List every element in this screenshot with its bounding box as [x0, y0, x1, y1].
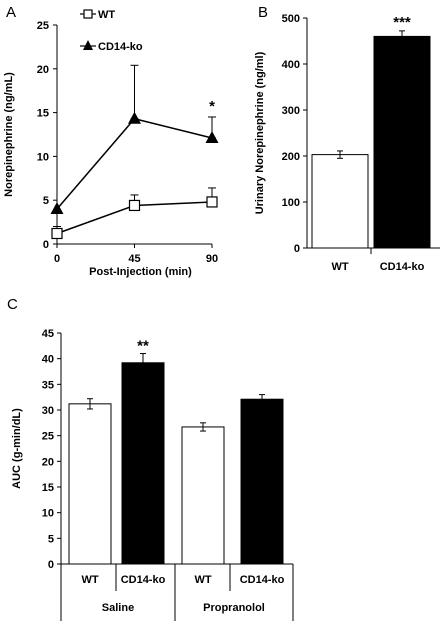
- panel-a-y-tick-label: 15: [37, 108, 49, 120]
- panel-a-point-wt: [206, 196, 218, 208]
- panel-c-y-tick-label: 45: [42, 328, 54, 340]
- panel-a-y-tick-label: 10: [37, 151, 49, 163]
- panel-c-y-tick-label: 20: [42, 456, 54, 468]
- panel-a-point-wt: [128, 199, 141, 212]
- panel-b-y-tick-label: 200: [282, 151, 300, 163]
- panel-a-x-tick-label: 0: [54, 253, 60, 265]
- panel-a-point-wt: [51, 227, 63, 240]
- panel-b-significance-stars: ***: [393, 14, 411, 31]
- panel-c-label: C: [7, 296, 18, 313]
- panel-a-x-axis-title: Post-Injection (min): [89, 266, 192, 278]
- panel-c-y-tick-label: 30: [42, 405, 54, 417]
- panel-c-category-label: CD14-ko: [240, 574, 285, 586]
- panel-c-bar: [121, 362, 165, 565]
- panel-a-point-cd14ko: [205, 131, 219, 144]
- panel-b-y-tick-label: 300: [282, 105, 300, 117]
- panel-c-y-tick-label: 15: [42, 482, 54, 494]
- panel-c-bar: [240, 398, 284, 565]
- panel-b-category-label: CD14-ko: [380, 261, 425, 273]
- panel-a-legend-symbol-wt: [83, 9, 93, 19]
- panel-c-group-label: Saline: [102, 602, 134, 614]
- panel-c-significance-stars: **: [137, 338, 149, 355]
- panel-a-y-tick-label: 0: [43, 239, 49, 251]
- panel-c-bar: [181, 426, 225, 565]
- panel-a-significance-star: *: [209, 98, 215, 115]
- panel-c-y-tick-label: 5: [48, 533, 54, 545]
- panel-a-x-tick-label: 90: [206, 253, 218, 265]
- panel-b-bar-chart: 0 100 200 300 400 500 Urinary Norepinephrine (…: [254, 13, 440, 273]
- panel-a-legend-label-cd14ko: CD14-ko: [98, 41, 143, 53]
- panel-b-y-tick-label: 400: [282, 59, 300, 71]
- panel-b-y-tick-label: 0: [294, 243, 300, 255]
- panel-b-bar: [311, 154, 369, 249]
- panel-c-y-tick-label: 0: [48, 559, 54, 571]
- panel-c-y-tick-label: 25: [42, 431, 54, 443]
- panel-a-line-chart: 0 5 10 15 20 25 0 45 90 Post-Injection (min) Norep…: [3, 9, 219, 278]
- panel-a-point-cd14ko: [50, 201, 64, 214]
- panel-a-label: A: [6, 4, 16, 21]
- panel-a-point-cd14ko: [128, 111, 141, 124]
- panel-c-y-tick-label: 10: [42, 508, 54, 520]
- panel-c-y-tick-label: 35: [42, 379, 54, 391]
- panel-b-y-tick-label: 100: [282, 197, 300, 209]
- panel-c-category-label: WT: [81, 574, 98, 586]
- panel-a-legend-symbol-cd14ko: [83, 40, 93, 50]
- panel-c-bar: [68, 403, 112, 565]
- panel-c-y-axis-title: AUC (g-min/dL): [11, 408, 23, 489]
- panel-a-y-tick-label: 25: [37, 20, 49, 32]
- panel-c-bar-chart: 0 5 10 15 20 25 30 35 40 45 AUC (g-min/dL) WT CD14-k…: [11, 328, 294, 621]
- panel-b-category-label: WT: [331, 261, 348, 273]
- panel-a-y-axis-title: Norepinephrine (ng/mL): [3, 72, 15, 197]
- panel-c-group-label: Propranolol: [203, 602, 265, 614]
- panel-b-y-axis-title: Urinary Norepinephrine (ng/ml): [254, 51, 266, 214]
- panel-c-category-label: WT: [194, 574, 211, 586]
- panel-c-category-label: CD14-ko: [121, 574, 166, 586]
- panel-b-bar: [373, 35, 431, 249]
- panel-b-label: B: [258, 4, 268, 21]
- panel-a-x-tick-label: 45: [128, 253, 140, 265]
- panel-a-y-tick-label: 5: [43, 195, 49, 207]
- panel-a-y-tick-label: 20: [37, 64, 49, 76]
- panel-c-y-tick-label: 40: [42, 354, 54, 366]
- panel-b-y-tick-label: 500: [282, 13, 300, 25]
- panel-a-legend-label-wt: WT: [98, 9, 115, 21]
